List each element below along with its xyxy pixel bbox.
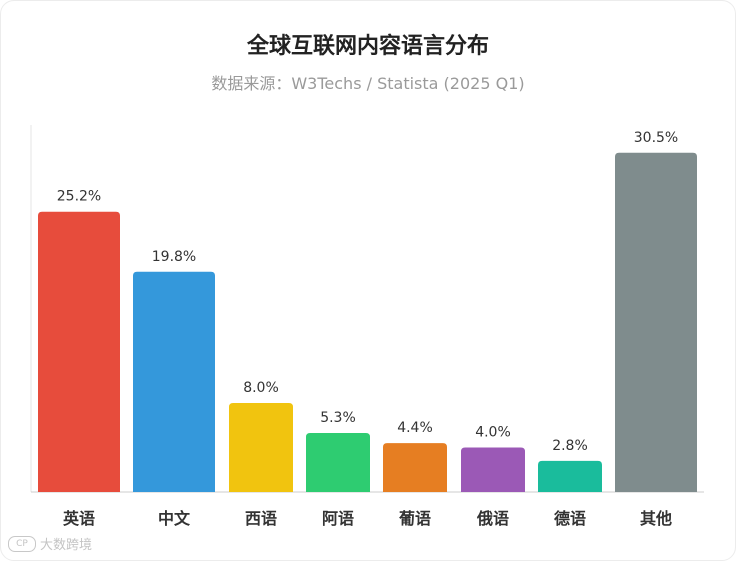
bar-3 [306, 433, 370, 492]
value-label-7: 30.5% [634, 130, 678, 146]
bar-0 [38, 211, 120, 492]
value-label-4: 4.4% [397, 420, 433, 436]
bar-5 [461, 447, 525, 492]
bar-7 [615, 152, 697, 492]
bar-6 [538, 460, 602, 492]
category-label-4: 葡语 [398, 509, 431, 528]
bars-group: 25.2% 英语 19.8% 中文 8.0% 西语 5.3% 阿语 4.4% 葡语 4.0% 俄语 2.… [38, 130, 697, 528]
category-label-6: 德语 [554, 509, 586, 528]
chart-title: 全球互联网内容语言分布 [246, 34, 489, 59]
watermark-logo: CP [8, 535, 36, 552]
value-label-2: 8.0% [243, 380, 279, 396]
bar-4 [383, 443, 447, 492]
value-label-1: 19.8% [152, 249, 196, 265]
bar-1 [133, 271, 215, 492]
watermark: CP 大数跨境 [8, 534, 92, 553]
category-label-1: 中文 [158, 509, 191, 528]
category-label-3: 阿语 [322, 509, 354, 528]
value-label-5: 4.0% [475, 425, 511, 441]
bar-2 [229, 403, 293, 492]
category-label-7: 其他 [640, 509, 672, 528]
category-label-2: 西语 [245, 509, 277, 528]
value-label-6: 2.8% [552, 438, 588, 454]
category-label-5: 俄语 [476, 509, 509, 528]
watermark-text: 大数跨境 [40, 538, 93, 553]
category-label-0: 英语 [62, 509, 95, 528]
value-label-3: 5.3% [320, 410, 356, 426]
value-label-0: 25.2% [57, 189, 101, 205]
chart-subtitle: 数据来源：W3Techs / Statista (2025 Q1) [211, 74, 525, 93]
